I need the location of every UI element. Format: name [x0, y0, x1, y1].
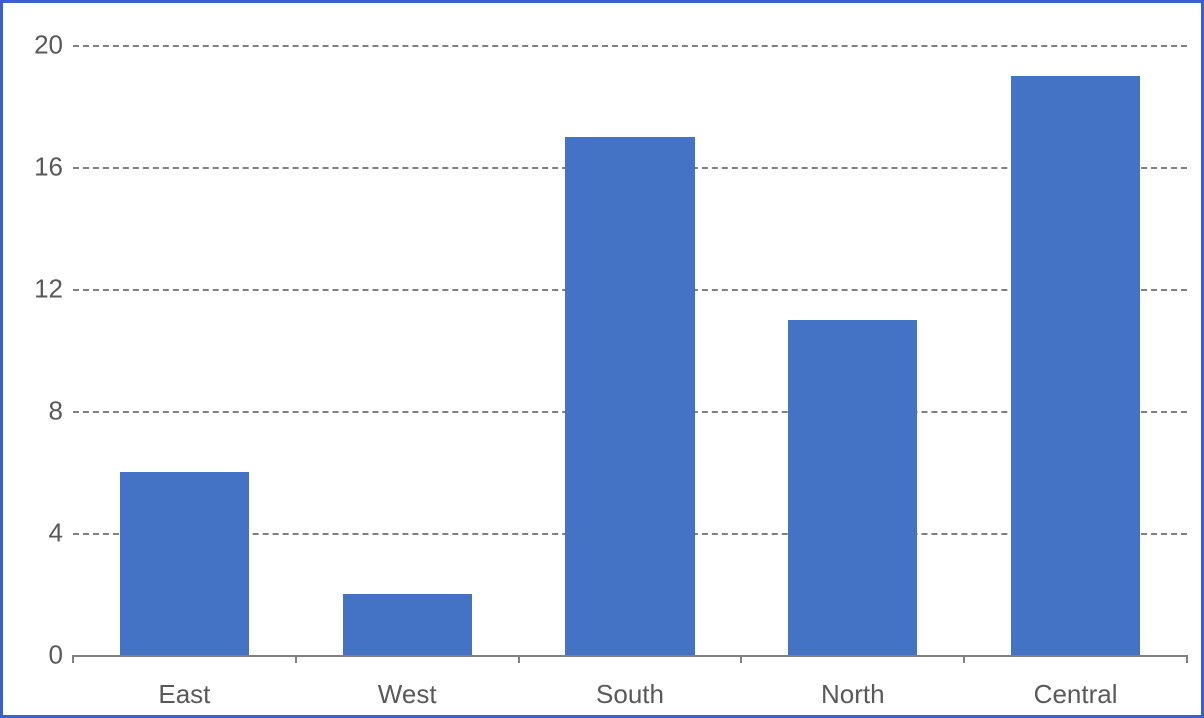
x-tick-label: North [821, 679, 885, 710]
plot-area: 048121620EastWestSouthNorthCentral [73, 45, 1187, 655]
y-tick-label: 12 [18, 274, 63, 305]
x-tick-mark [295, 655, 297, 663]
x-tick-mark [518, 655, 520, 663]
x-tick-label: South [596, 679, 664, 710]
x-tick-mark [72, 655, 74, 663]
x-tick-label: Central [1034, 679, 1118, 710]
bar [1011, 76, 1140, 656]
bar [343, 594, 472, 655]
x-tick-mark [963, 655, 965, 663]
x-tick-mark [1186, 655, 1188, 663]
y-tick-label: 16 [18, 152, 63, 183]
gridline [73, 45, 1187, 47]
bar [788, 320, 917, 656]
chart-frame: 0 4 8 12 16 20 East West South North Central [0, 0, 1204, 718]
bar [565, 137, 694, 656]
x-tick-label: East [158, 679, 210, 710]
x-axis-baseline [73, 655, 1187, 657]
y-tick-label: 4 [18, 518, 63, 549]
y-tick-label: 0 [18, 640, 63, 671]
y-tick-label: 8 [18, 396, 63, 427]
bar [120, 472, 249, 655]
y-tick-label: 20 [18, 30, 63, 61]
x-tick-label: West [378, 679, 437, 710]
x-tick-mark [740, 655, 742, 663]
